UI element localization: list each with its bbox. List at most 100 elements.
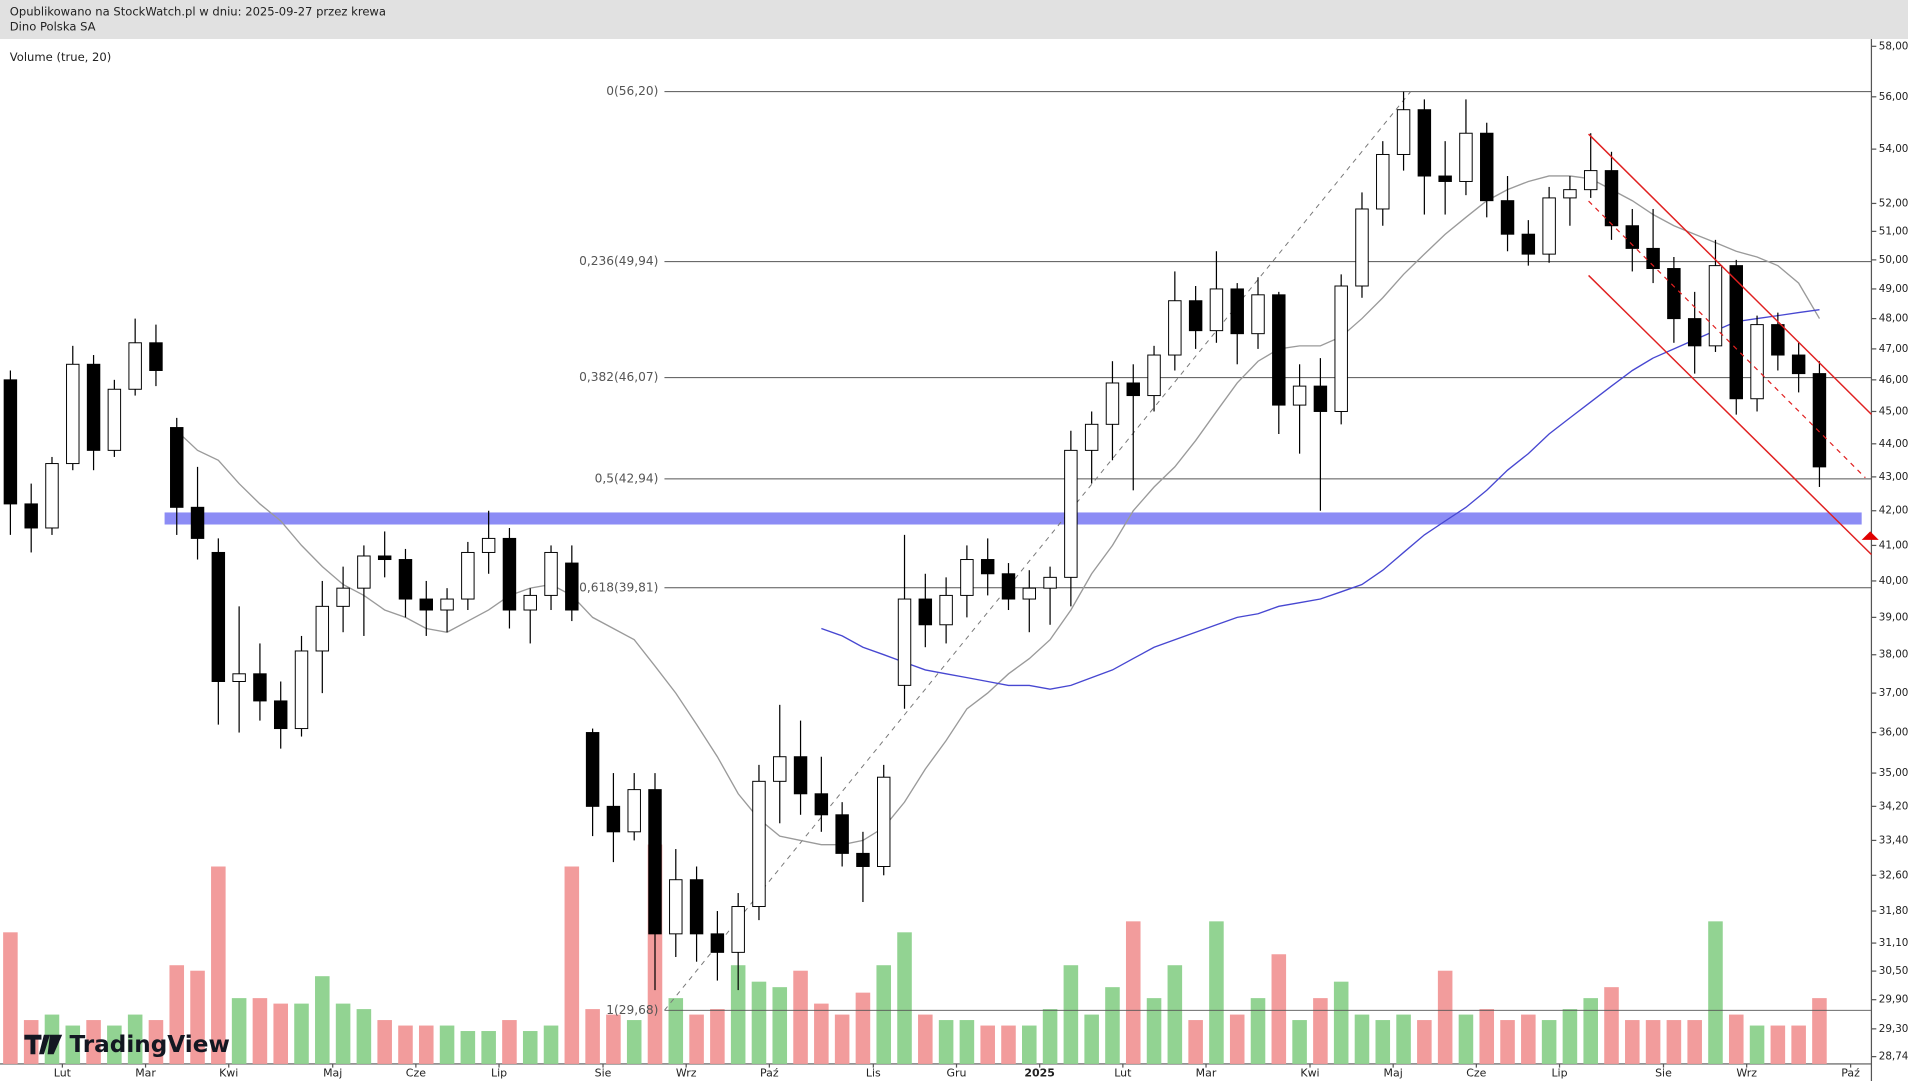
volume-bar <box>1728 1014 1744 1064</box>
candle-body <box>1376 153 1390 210</box>
fib-trend <box>664 91 1411 1011</box>
fib-label: 0,382(46,07) <box>579 370 658 384</box>
x-tick-label: 2025 <box>1024 1067 1055 1080</box>
volume-bar <box>1625 1020 1640 1064</box>
candle-body <box>357 555 371 589</box>
volume-bar <box>1167 965 1183 1064</box>
candle-body <box>211 551 226 682</box>
volume-bar <box>564 866 580 1064</box>
candle-body <box>606 805 621 833</box>
candle-body <box>336 587 350 607</box>
volume-bar <box>315 976 330 1064</box>
y-tick-label: 32,60 <box>1879 869 1908 881</box>
volume-bar <box>834 1014 850 1064</box>
channel <box>1588 133 1879 556</box>
candle-body <box>294 650 309 730</box>
x-tick-label: Lut <box>54 1067 72 1080</box>
volume-bar <box>460 1031 476 1064</box>
volume-bar <box>1687 1020 1702 1064</box>
y-tick-label: 30,50 <box>1879 965 1908 977</box>
y-tick-label: 54,00 <box>1879 143 1908 155</box>
x-tick-label: Lip <box>1551 1067 1567 1080</box>
x-tick-label: Mar <box>135 1067 156 1080</box>
y-tick-label: 29,90 <box>1879 994 1908 1006</box>
volume-bar <box>1583 998 1598 1064</box>
volume-bar <box>980 1025 995 1064</box>
candle-body <box>190 506 205 539</box>
candle-body <box>1667 268 1681 320</box>
candle-body <box>1230 288 1244 335</box>
candle-body <box>1168 300 1182 356</box>
volume-bar <box>1229 1014 1245 1064</box>
logo-icon <box>24 1034 63 1055</box>
candle-body <box>939 594 953 626</box>
candle-body <box>3 379 18 505</box>
candle-body <box>648 789 662 935</box>
candle-body <box>1729 265 1743 400</box>
plot: 0(56,20) 0,236(49,94) 0,382(46,07) 0,5(42,9… <box>3 84 1872 1064</box>
candle-body <box>1084 423 1099 451</box>
y-tick-label: 31,10 <box>1879 937 1908 949</box>
volume-bar <box>689 1014 704 1064</box>
volume-bar <box>1458 1014 1474 1064</box>
volume-bar <box>107 1025 122 1064</box>
fib-label: 0,618(39,81) <box>579 580 658 594</box>
y-tick-label: 51,00 <box>1879 225 1908 237</box>
candle-body <box>66 363 80 465</box>
candle-body <box>1791 354 1806 375</box>
volume-bar <box>1479 1009 1495 1064</box>
x-tick-label: Mar <box>1196 1067 1217 1080</box>
volume-bar <box>1791 1025 1806 1064</box>
candle-body <box>1396 109 1411 155</box>
candle-body <box>627 789 641 833</box>
y-tick-label: 33,40 <box>1879 834 1908 846</box>
volume-bar <box>190 970 205 1064</box>
y-tick-label: 45,00 <box>1879 405 1908 417</box>
volume-bar <box>1500 1020 1515 1064</box>
x-tick-label: Wrz <box>1736 1067 1757 1080</box>
volume-bar <box>1250 998 1266 1064</box>
volume-bar <box>377 1020 392 1064</box>
x-tick-label: Lip <box>491 1067 507 1080</box>
y-tick-label: 52,00 <box>1879 197 1908 209</box>
candle-body <box>1521 233 1536 255</box>
x-tick-label: Sie <box>1655 1067 1672 1080</box>
candle-body <box>1251 294 1265 335</box>
candle-body <box>461 551 475 600</box>
candle-body <box>315 605 330 652</box>
volume-bar <box>481 1031 496 1064</box>
support-zone <box>164 512 1862 525</box>
alert-marker <box>1861 531 1879 540</box>
y-tick-label: 40,00 <box>1879 575 1908 587</box>
volume-bar <box>522 1031 538 1064</box>
volume-bar <box>1084 1014 1099 1064</box>
candle-body <box>1126 382 1140 397</box>
x-tick-label: Kwi <box>219 1067 238 1080</box>
x-tick-label: Sie <box>595 1067 612 1080</box>
candle-body <box>752 780 766 908</box>
x-tick-label: Maj <box>1384 1067 1403 1080</box>
candle-body <box>1687 318 1702 347</box>
y-tick-label: 42,00 <box>1879 505 1908 517</box>
volume-bar <box>231 998 247 1064</box>
volume-bar <box>1604 987 1619 1064</box>
y-tick-label: 47,00 <box>1879 343 1908 355</box>
volume-bar <box>418 1025 434 1064</box>
x-tick-label: Maj <box>323 1067 342 1080</box>
x-tick-label: Wrz <box>676 1067 697 1080</box>
volume-bar <box>1146 998 1162 1064</box>
candle-body <box>1105 382 1120 425</box>
volume-bar <box>1666 1020 1682 1064</box>
fib-label: 0,5(42,94) <box>595 471 659 485</box>
header-bar <box>0 0 1908 39</box>
volume-bar <box>1209 921 1224 1064</box>
volume-bar <box>710 1009 725 1064</box>
volume-bar <box>1188 1020 1203 1064</box>
fib-label: 0,236(49,94) <box>579 254 658 268</box>
volume-bar <box>1562 1009 1578 1064</box>
volume-bar <box>730 965 746 1064</box>
volume-bar <box>1313 998 1328 1064</box>
candle-body <box>585 732 600 807</box>
y-tick-label: 39,00 <box>1879 611 1908 623</box>
